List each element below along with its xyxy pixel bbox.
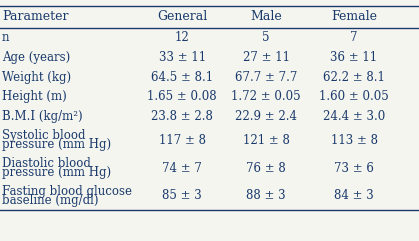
Text: Diastolic blood: Diastolic blood (2, 157, 91, 170)
Text: 117 ± 8: 117 ± 8 (159, 134, 206, 147)
Text: pressure (mm Hg): pressure (mm Hg) (2, 139, 111, 151)
Text: 1.65 ± 0.08: 1.65 ± 0.08 (147, 90, 217, 103)
Text: 24.4 ± 3.0: 24.4 ± 3.0 (323, 110, 385, 123)
Text: Height (m): Height (m) (2, 90, 67, 103)
Text: 64.5 ± 8.1: 64.5 ± 8.1 (151, 71, 213, 84)
Text: 113 ± 8: 113 ± 8 (331, 134, 378, 147)
Text: General: General (157, 10, 207, 23)
Text: 1.72 ± 0.05: 1.72 ± 0.05 (231, 90, 301, 103)
Text: Weight (kg): Weight (kg) (2, 71, 71, 84)
Text: Female: Female (331, 10, 377, 23)
Text: 84 ± 3: 84 ± 3 (334, 189, 374, 202)
Text: 62.2 ± 8.1: 62.2 ± 8.1 (323, 71, 385, 84)
Text: 33 ± 11: 33 ± 11 (159, 51, 206, 64)
Text: 121 ± 8: 121 ± 8 (243, 134, 290, 147)
Text: 27 ± 11: 27 ± 11 (243, 51, 290, 64)
Text: B.M.I (kg/m²): B.M.I (kg/m²) (2, 110, 83, 123)
Text: Systolic blood: Systolic blood (2, 129, 85, 142)
Text: 76 ± 8: 76 ± 8 (246, 162, 286, 174)
Text: 5: 5 (262, 31, 270, 44)
Text: 85 ± 3: 85 ± 3 (163, 189, 202, 202)
Text: 36 ± 11: 36 ± 11 (331, 51, 378, 64)
Text: 88 ± 3: 88 ± 3 (246, 189, 286, 202)
Text: pressure (mm Hg): pressure (mm Hg) (2, 166, 111, 179)
Text: 73 ± 6: 73 ± 6 (334, 162, 374, 174)
Text: 12: 12 (175, 31, 190, 44)
Text: 67.7 ± 7.7: 67.7 ± 7.7 (235, 71, 297, 84)
Text: 23.8 ± 2.8: 23.8 ± 2.8 (151, 110, 213, 123)
Text: Parameter: Parameter (2, 10, 69, 23)
Text: baseline (mg/dl): baseline (mg/dl) (2, 194, 98, 207)
Text: Age (years): Age (years) (2, 51, 70, 64)
Text: 22.9 ± 2.4: 22.9 ± 2.4 (235, 110, 297, 123)
Text: n: n (2, 31, 10, 44)
Text: Fasting blood glucose: Fasting blood glucose (2, 185, 132, 198)
Text: 1.60 ± 0.05: 1.60 ± 0.05 (319, 90, 389, 103)
Text: Male: Male (250, 10, 282, 23)
Text: 7: 7 (350, 31, 358, 44)
Text: 74 ± 7: 74 ± 7 (162, 162, 202, 174)
